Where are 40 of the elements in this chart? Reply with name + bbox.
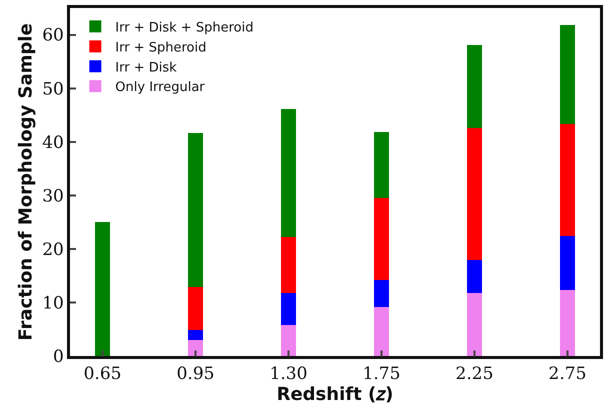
- x-tick-label: 2.25: [456, 364, 494, 384]
- bar: [467, 260, 482, 293]
- bar: [467, 45, 482, 128]
- bar: [467, 293, 482, 356]
- bar: [188, 340, 203, 356]
- y-tick-label: 60: [42, 26, 64, 46]
- bar: [374, 280, 389, 307]
- x-tick-label: 1.30: [270, 364, 308, 384]
- bar: [281, 109, 296, 237]
- y-tick-label: 0: [53, 346, 64, 367]
- bar: [281, 293, 296, 325]
- bar: [374, 198, 389, 280]
- legend-label: Irr + Spheroid: [115, 40, 206, 56]
- bar: [560, 236, 575, 290]
- x-tick-label: 0.95: [176, 364, 214, 384]
- bar: [188, 133, 203, 287]
- x-tick-label: 1.75: [362, 364, 400, 384]
- y-tick-label: 10: [42, 293, 64, 314]
- y-tick-label: 20: [42, 240, 64, 260]
- bar: [281, 325, 296, 356]
- x-tick-label: 2.75: [548, 364, 586, 384]
- bar: [188, 330, 203, 340]
- y-tick-label: 50: [42, 79, 64, 100]
- bar: [560, 25, 575, 124]
- bar: [374, 132, 389, 198]
- y-tick-label: 30: [42, 186, 64, 206]
- bar: [95, 222, 110, 356]
- bar: [560, 290, 575, 356]
- bar: [374, 307, 389, 356]
- legend-label: Only Irregular: [115, 80, 206, 96]
- bar: [560, 124, 575, 236]
- legend-label: Irr + Disk: [115, 60, 178, 76]
- legend-label: Irr + Disk + Spheroid: [115, 20, 254, 36]
- x-axis-title: Redshift (𝑧): [276, 384, 394, 406]
- y-axis-title: Fraction of Morphology Sample: [15, 23, 36, 341]
- bar: [467, 128, 482, 260]
- bar: [281, 237, 296, 293]
- x-tick-label: 0.65: [84, 364, 122, 384]
- y-tick-label: 40: [42, 132, 64, 153]
- bar: [188, 287, 203, 330]
